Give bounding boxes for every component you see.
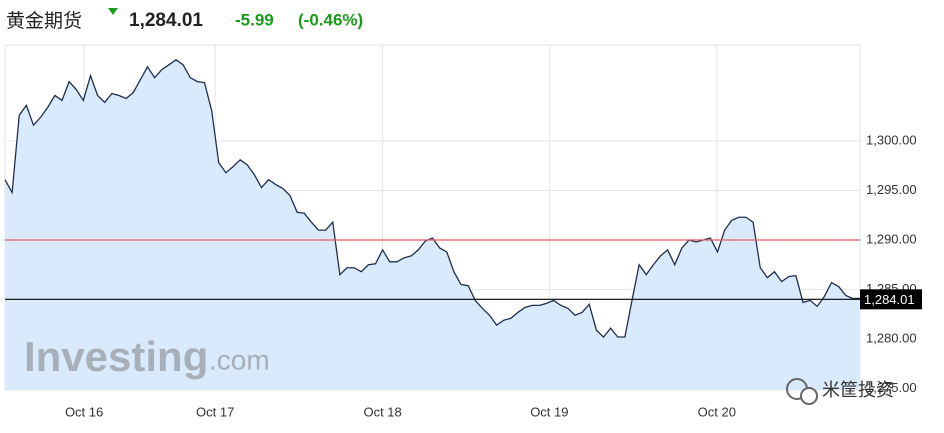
y-tick-label: 1,275.00 <box>866 380 917 395</box>
x-tick-label: Oct 16 <box>65 404 103 419</box>
x-tick-label: Oct 19 <box>530 404 568 419</box>
change: -5.99 <box>235 10 274 29</box>
price-label: 1,284.01 <box>864 292 915 307</box>
plot: Oct 16 Oct 17 Oct 18 Oct 19 Oct 20 1,275.00 1,… <box>4 44 922 419</box>
y-tick-label: 1,290.00 <box>866 231 917 246</box>
change-pct: (-0.46%) <box>298 10 363 29</box>
area-fill <box>5 59 860 390</box>
price-label-box <box>860 289 922 310</box>
down-arrow <box>108 8 118 15</box>
price-line <box>4 59 860 339</box>
x-tick-label: Oct 18 <box>363 404 401 419</box>
y-tick-label: 1,295.00 <box>866 182 917 197</box>
instrument-title: 黄金期货 <box>6 10 82 32</box>
x-tick-label: Oct 20 <box>698 404 736 419</box>
wechat-icon <box>800 387 818 405</box>
last-price: 1,284.01 <box>129 10 203 31</box>
y-tick-label: 1,300.00 <box>866 132 917 147</box>
y-tick-label: 1,280.00 <box>866 330 917 345</box>
x-tick-label: Oct 17 <box>196 404 234 419</box>
wechat-name: 米筐投资 <box>822 380 894 400</box>
watermark-suffix: .com <box>209 344 270 375</box>
watermark-brand: Investing <box>24 333 208 380</box>
